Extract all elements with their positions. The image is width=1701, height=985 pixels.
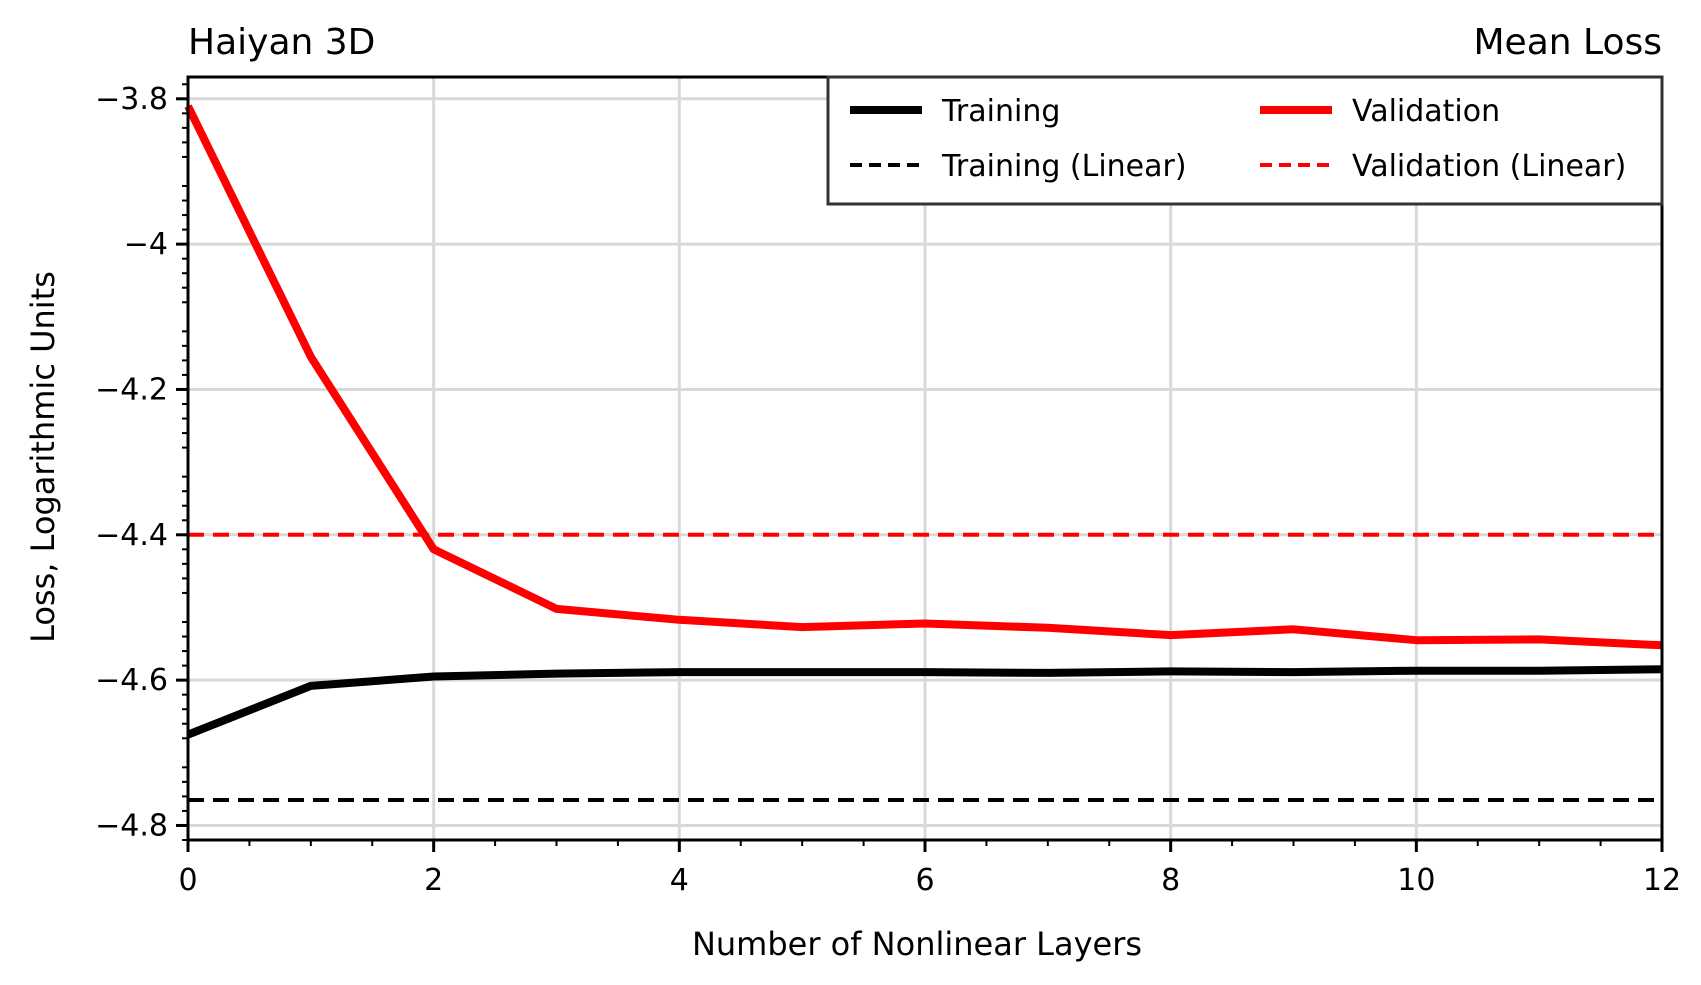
axis-ticks [176, 83, 1664, 852]
y-tick-label: −3.8 [95, 82, 168, 117]
x-tick-label: 10 [1397, 863, 1435, 898]
series-layer [184, 104, 1663, 802]
y-tick-label: −4.2 [95, 372, 168, 407]
tick-labels: 0 2 4 6 8 10 12 −3.8 −4 −4.2 −4.4 −4.6 −4.8 [95, 82, 1681, 898]
x-tick-label: 2 [424, 863, 443, 898]
legend: Training Training (Linear) Validation Va… [826, 75, 1664, 206]
x-tick-label: 8 [1161, 863, 1180, 898]
chart-title-right: Mean Loss [1474, 22, 1663, 63]
y-tick-label: −4.8 [95, 808, 168, 843]
y-tick-label: −4 [124, 227, 168, 262]
legend-label-training: Training [941, 94, 1060, 129]
x-tick-label: 6 [915, 863, 934, 898]
legend-label-training-linear: Training (Linear) [941, 149, 1187, 184]
x-tick-label: 4 [670, 863, 689, 898]
series-line-0 [186, 665, 1663, 739]
chart-title-left: Haiyan 3D [188, 22, 375, 63]
series-line-2 [184, 104, 1663, 650]
x-tick-label: 12 [1643, 863, 1681, 898]
y-tick-label: −4.4 [95, 518, 168, 553]
legend-box [826, 75, 1664, 206]
y-axis-label: Loss, Logarithmic Units [24, 271, 62, 643]
legend-label-validation-linear: Validation (Linear) [1352, 149, 1626, 184]
y-tick-label: −4.6 [95, 663, 168, 698]
legend-label-validation: Validation [1352, 94, 1500, 129]
x-tick-label: 0 [178, 863, 197, 898]
x-axis-label: Number of Nonlinear Layers [692, 925, 1142, 963]
